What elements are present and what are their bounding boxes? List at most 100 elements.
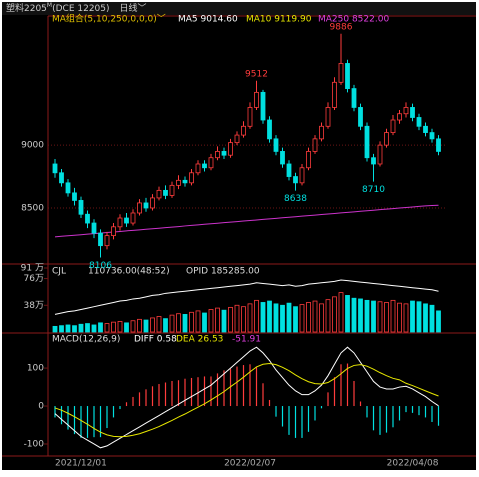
volume-bar bbox=[189, 311, 194, 333]
candle-body bbox=[312, 138, 318, 152]
x-tick-label: 2022/04/08 bbox=[387, 459, 439, 469]
volume-bar bbox=[104, 323, 110, 333]
candle-body bbox=[332, 81, 337, 108]
candle-body bbox=[111, 226, 116, 237]
candle-body bbox=[143, 202, 149, 209]
volume-bar bbox=[416, 301, 422, 333]
candle-body bbox=[280, 151, 285, 165]
x-tick-label: 2021/12/01 bbox=[55, 459, 107, 469]
volume-bar bbox=[364, 299, 370, 333]
candle-body bbox=[286, 163, 292, 177]
candle-body bbox=[117, 217, 123, 228]
open-interest-line bbox=[54, 279, 439, 315]
volume-opid: OPID 185285.00 bbox=[186, 267, 260, 277]
candle-body bbox=[384, 132, 389, 146]
candle-body bbox=[390, 119, 396, 133]
volume-title: CJL bbox=[52, 267, 66, 277]
legend-item: MA5 9014.60 bbox=[178, 15, 238, 25]
candle-body bbox=[234, 134, 240, 144]
candle-body bbox=[156, 189, 162, 199]
candle-body bbox=[397, 113, 402, 121]
candle-body bbox=[293, 176, 298, 184]
volume-bar bbox=[59, 325, 64, 333]
volume-bar bbox=[384, 302, 389, 333]
code: (DCE 12205) bbox=[52, 4, 109, 14]
volume-bar bbox=[208, 309, 214, 333]
candle-body bbox=[182, 179, 188, 184]
y-tick-label: 100 bbox=[27, 364, 44, 374]
data-label: 8106 bbox=[89, 261, 112, 271]
volume-bar bbox=[280, 304, 285, 333]
y-tick-label: 0 bbox=[38, 402, 44, 412]
candle-body bbox=[338, 63, 344, 83]
volume-bar bbox=[234, 304, 240, 333]
volume-bar bbox=[345, 295, 350, 333]
candle-body bbox=[208, 157, 214, 169]
volume-bar bbox=[397, 302, 402, 333]
candle-body bbox=[163, 189, 168, 196]
candle-body bbox=[202, 163, 207, 169]
candle-body bbox=[91, 222, 97, 234]
y-tick-label: 8500 bbox=[21, 203, 44, 213]
volume-bar bbox=[111, 321, 116, 333]
volume-bar bbox=[390, 299, 396, 333]
candle-body bbox=[325, 107, 331, 127]
volume-bar bbox=[176, 313, 181, 333]
candle-body bbox=[410, 107, 415, 118]
legend-item: MA组合(5,10,250,0,0,0)﹀ bbox=[52, 13, 166, 25]
candle-body bbox=[78, 200, 84, 215]
period: 日线﹀ bbox=[120, 2, 147, 14]
volume-bar bbox=[117, 321, 123, 333]
volume-bar bbox=[273, 303, 279, 333]
volume-bar bbox=[260, 302, 266, 333]
candle-body bbox=[273, 138, 279, 152]
ma-line bbox=[54, 204, 439, 238]
candle-body bbox=[130, 212, 136, 224]
volume-bar bbox=[286, 302, 292, 333]
candle-body bbox=[247, 107, 253, 127]
volume-bar bbox=[338, 292, 344, 333]
volume-bar bbox=[306, 302, 311, 333]
candle-body bbox=[137, 202, 142, 214]
volume-bar bbox=[124, 322, 129, 333]
volume-bar bbox=[78, 323, 84, 333]
candle-body bbox=[221, 151, 227, 156]
volume-bar bbox=[65, 324, 71, 333]
candle-body bbox=[299, 167, 305, 184]
volume-bar bbox=[403, 303, 409, 333]
candle-body bbox=[150, 197, 155, 209]
candle-body bbox=[65, 182, 71, 194]
candle-body bbox=[306, 151, 311, 169]
volume-bar bbox=[221, 309, 227, 333]
volume-bar bbox=[169, 314, 175, 333]
candle-body bbox=[195, 163, 201, 174]
candle-body bbox=[98, 232, 103, 247]
candle-body bbox=[104, 235, 110, 247]
data-label: 9512 bbox=[245, 69, 268, 79]
y-tick-label: 9000 bbox=[21, 141, 44, 151]
x-tick-label: 2022/02/07 bbox=[224, 459, 276, 469]
candle-body bbox=[416, 117, 422, 127]
candle-body bbox=[59, 172, 64, 184]
volume-bar bbox=[215, 307, 220, 333]
volume-bar bbox=[52, 325, 58, 333]
volume-bar bbox=[241, 306, 246, 333]
volume-info: 110736.00(48:52) bbox=[88, 267, 170, 277]
header-bar bbox=[2, 2, 476, 15]
volume-bar bbox=[267, 300, 272, 333]
volume-bar bbox=[182, 314, 188, 333]
suffix: M bbox=[47, 2, 52, 9]
candle-body bbox=[215, 151, 220, 159]
diff-line bbox=[54, 346, 439, 449]
candle-body bbox=[241, 125, 246, 136]
legend-item: MA250 8522.00 bbox=[318, 15, 389, 25]
candle-body bbox=[345, 63, 350, 89]
volume-bar bbox=[156, 316, 162, 333]
symbol: 塑料2205 bbox=[6, 2, 47, 14]
y-tick-label: 76万 bbox=[24, 274, 44, 284]
volume-bar bbox=[137, 318, 142, 333]
y-tick-label: -100 bbox=[24, 439, 45, 449]
volume-bar bbox=[410, 300, 415, 333]
y-tick-label: 38万 bbox=[24, 301, 44, 311]
